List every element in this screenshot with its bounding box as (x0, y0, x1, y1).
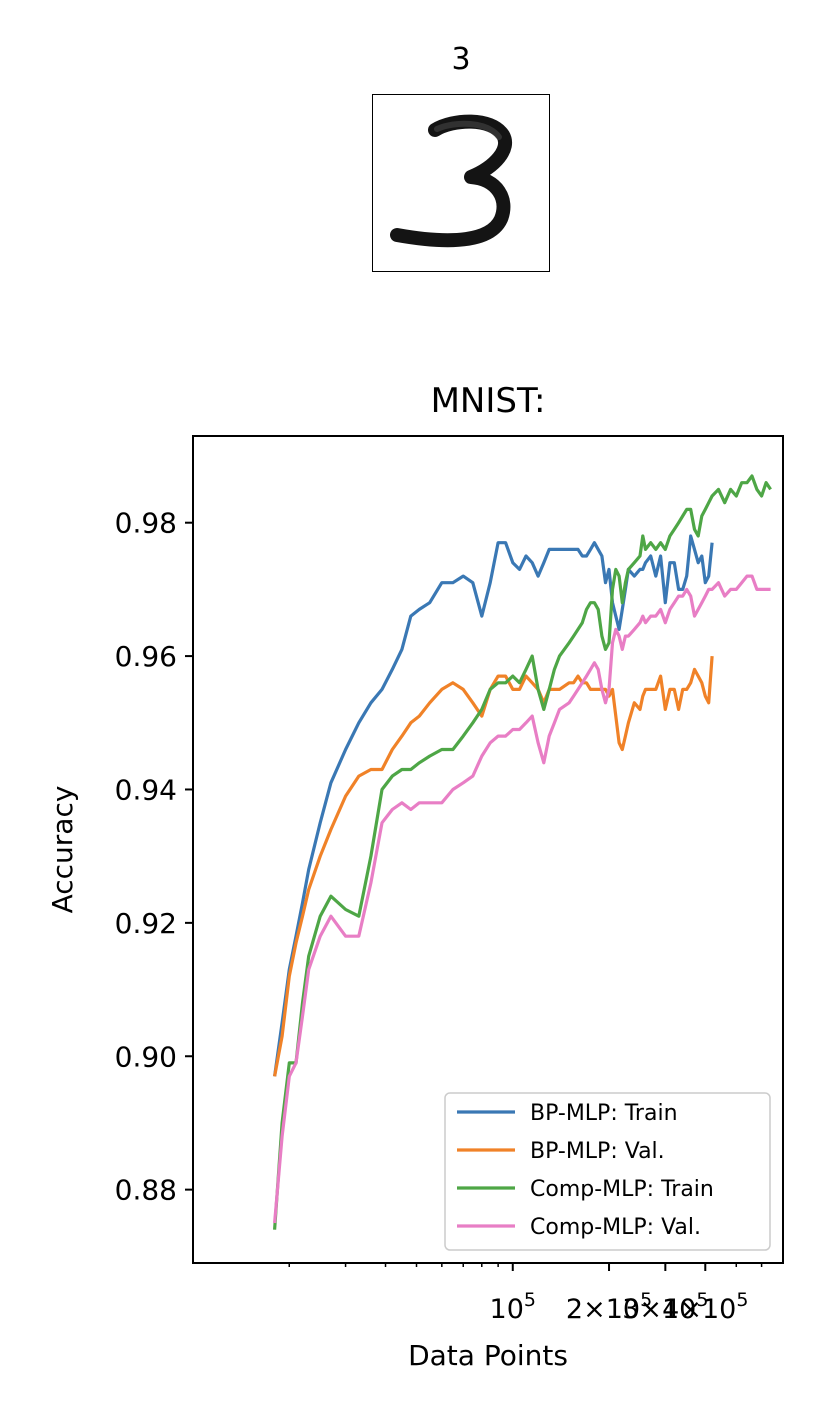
series-line-2 (273, 655, 714, 1077)
chart-title: MNIST: (431, 381, 546, 421)
plot-lines (273, 474, 772, 1230)
plot-frame (192, 435, 784, 1264)
x-tick-label: 3×105 (622, 1289, 708, 1325)
legend-label: BP-MLP: Train (530, 1101, 678, 1126)
sample-label: 3 (451, 42, 471, 77)
legend-label: Comp-MLP: Val. (530, 1215, 701, 1240)
series-line-1 (273, 534, 714, 1077)
y-tick-label: 0.96 (115, 640, 177, 673)
handwritten-digit-image (390, 114, 512, 248)
legend-box (444, 1092, 771, 1251)
x-tick-label: 105 (490, 1289, 536, 1325)
y-tick-label: 0.90 (115, 1040, 177, 1073)
series-line-4 (273, 574, 771, 1224)
x-tick-label: 2×105 (566, 1289, 652, 1325)
series-line-3 (273, 474, 772, 1230)
y-axis-label: Accuracy (46, 786, 79, 914)
y-tick-label: 0.92 (115, 907, 177, 940)
y-tick-label: 0.94 (115, 773, 177, 806)
legend-label: Comp-MLP: Train (530, 1177, 714, 1202)
y-tick-label: 0.88 (115, 1174, 177, 1207)
digit-image-panel (372, 94, 550, 272)
legend-label: BP-MLP: Val. (530, 1139, 665, 1164)
x-axis-label: Data Points (408, 1339, 568, 1372)
y-axis: 0.88 0.90 0.92 0.94 0.96 0.98 (115, 507, 193, 1207)
chart-legend: BP-MLP: Train BP-MLP: Val. Comp-MLP: Train… (444, 1092, 771, 1251)
y-tick-label: 0.98 (115, 507, 177, 540)
x-tick-label: 4×105 (662, 1289, 748, 1325)
